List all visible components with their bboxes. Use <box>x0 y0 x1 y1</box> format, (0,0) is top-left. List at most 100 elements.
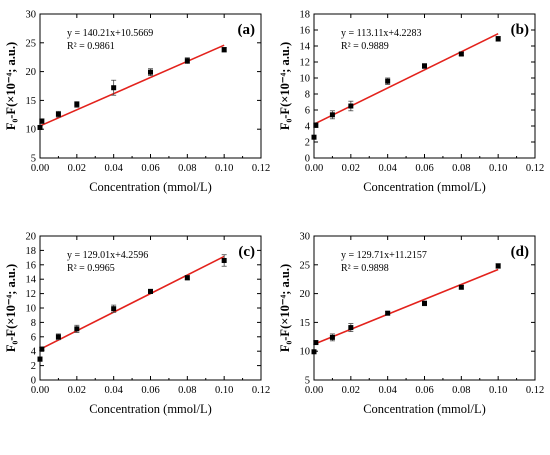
x-axis-label: Concentration (mmol/L) <box>363 180 486 194</box>
x-tick-label: 0.06 <box>141 385 159 396</box>
x-tick-label: 0.12 <box>252 163 270 174</box>
x-tick-label: 0.00 <box>31 385 49 396</box>
r-squared: R² = 0.9889 <box>341 41 389 52</box>
x-tick-label: 0.12 <box>526 163 544 174</box>
x-tick-label: 0.06 <box>415 163 433 174</box>
data-point <box>221 47 227 53</box>
x-tick-label: 0.00 <box>305 385 323 396</box>
x-tick-label: 0.10 <box>215 385 233 396</box>
x-axis-label: Concentration (mmol/L) <box>363 402 486 416</box>
x-tick-label: 0.04 <box>104 163 123 174</box>
fit-line <box>313 268 499 345</box>
x-tick-label: 0.02 <box>342 163 360 174</box>
x-tick-label: 0.08 <box>178 163 196 174</box>
y-tick-label: 4 <box>305 122 311 133</box>
data-point <box>74 326 80 332</box>
panel-b: 0.00 0.02 0.04 0.06 0.08 0.10 0.12 0 2 4 6 8 10 12 14 1… <box>278 10 544 195</box>
y-tick-label: 25 <box>300 260 311 271</box>
y-tick-label: 30 <box>300 232 311 243</box>
y-tick-label: 8 <box>305 90 310 101</box>
x-tick-label: 0.00 <box>305 163 323 174</box>
panel-a: 0.00 0.02 0.04 0.06 0.08 0.10 0.12 5 10 15 20 25 30 C… <box>4 10 270 195</box>
x-tick-label: 0.04 <box>104 385 123 396</box>
y-tick-label: 10 <box>26 304 37 315</box>
data-point <box>313 340 319 346</box>
y-tick-label: 20 <box>26 67 37 78</box>
x-tick-label: 0.02 <box>342 385 360 396</box>
y-tick-label: 0 <box>31 376 36 387</box>
fit-line <box>39 44 225 127</box>
data-point <box>385 78 391 84</box>
y-tick-label: 14 <box>26 275 37 286</box>
y-tick-label: 10 <box>26 125 37 136</box>
y-tick-label: 6 <box>31 332 36 343</box>
x-tick-label: 0.08 <box>178 385 196 396</box>
data-point <box>495 263 501 269</box>
x-tick-label: 0.12 <box>526 385 544 396</box>
data-point <box>148 288 153 294</box>
r-squared: R² = 0.9898 <box>341 263 389 274</box>
data-point <box>111 306 117 312</box>
data-point <box>348 325 354 331</box>
fit-equation: y = 113.11x+4.2283 <box>341 28 422 39</box>
y-axis-label: F₀-F(×10⁻⁴; a.u.) <box>278 264 292 352</box>
data-point <box>148 69 153 75</box>
data-point <box>74 101 80 107</box>
y-tick-label: 16 <box>300 26 311 37</box>
r-squared: R² = 0.9861 <box>67 41 115 52</box>
y-axis-label: F₀-F(×10⁻⁴; a.u.) <box>278 42 292 130</box>
x-tick-label: 0.12 <box>252 385 270 396</box>
x-tick-label: 0.06 <box>415 385 433 396</box>
data-point <box>422 300 427 306</box>
data-point <box>39 346 45 352</box>
data-point <box>348 103 354 109</box>
y-tick-label: 4 <box>31 347 37 358</box>
y-tick-label: 10 <box>300 74 311 85</box>
x-tick-label: 0.10 <box>489 163 507 174</box>
panel-label: (b) <box>511 22 529 38</box>
fit-line <box>39 255 225 351</box>
fit-line <box>313 32 499 125</box>
data-point <box>458 284 464 290</box>
panel-label: (a) <box>238 22 256 38</box>
data-point <box>311 349 317 355</box>
x-axis-label: Concentration (mmol/L) <box>89 402 212 416</box>
x-tick-label: 0.04 <box>378 163 397 174</box>
y-tick-label: 14 <box>300 42 311 53</box>
y-tick-label: 18 <box>300 10 311 21</box>
y-tick-label: 18 <box>26 246 37 257</box>
panel-label: (c) <box>238 244 255 260</box>
data-point <box>111 85 117 91</box>
panel-c: 0.00 0.02 0.04 0.06 0.08 0.10 0.12 0 2 4 6 8 10 12 14 1… <box>4 232 270 417</box>
r-squared: R² = 0.9965 <box>67 263 115 274</box>
y-tick-label: 20 <box>300 289 311 300</box>
y-tick-label: 15 <box>26 96 37 107</box>
data-point <box>221 257 227 263</box>
data-point <box>495 36 501 42</box>
data-point <box>184 58 190 64</box>
y-tick-label: 10 <box>300 347 311 358</box>
x-tick-label: 0.00 <box>31 163 49 174</box>
x-tick-label: 0.04 <box>378 385 397 396</box>
data-point <box>55 334 61 340</box>
panel-d: 0.00 0.02 0.04 0.06 0.08 0.10 0.12 5 10 15 20 25 30 C… <box>278 232 544 417</box>
panel-label: (d) <box>511 244 529 260</box>
data-point <box>37 124 43 130</box>
x-tick-label: 0.02 <box>68 385 86 396</box>
y-tick-label: 30 <box>26 10 37 21</box>
y-tick-label: 12 <box>26 289 37 300</box>
x-tick-label: 0.10 <box>489 385 507 396</box>
data-point <box>313 122 319 128</box>
y-tick-label: 2 <box>305 138 310 149</box>
data-point <box>184 275 190 281</box>
y-tick-label: 15 <box>300 318 311 329</box>
data-point <box>422 63 427 69</box>
y-tick-label: 5 <box>31 154 36 165</box>
data-point <box>311 134 317 140</box>
fit-equation: y = 129.01x+4.2596 <box>67 250 148 261</box>
y-tick-label: 2 <box>31 361 36 372</box>
x-tick-label: 0.08 <box>452 163 470 174</box>
y-axis-label: F₀-F(×10⁻⁴; a.u.) <box>4 264 18 352</box>
data-point <box>329 334 335 340</box>
y-tick-label: 12 <box>300 58 311 69</box>
